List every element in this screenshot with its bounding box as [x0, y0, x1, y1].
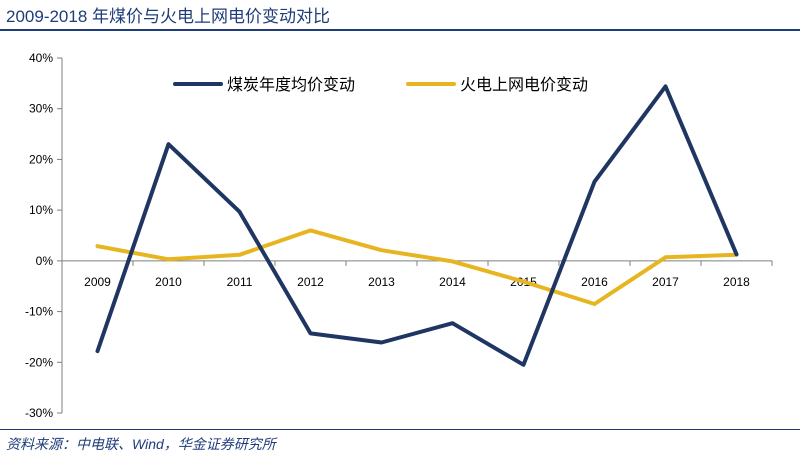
legend-label-2: 火电上网电价变动	[460, 76, 588, 94]
y-axis: 40% 30% 20% 10% 0% -10% -20% -30%	[25, 51, 63, 420]
y-tick-label: 20%	[29, 152, 53, 166]
x-tick-label: 2017	[652, 275, 679, 289]
legend-label-1: 煤炭年度均价变动	[227, 76, 355, 94]
y-tick-label: 10%	[29, 203, 53, 217]
y-tick-label: -10%	[25, 305, 53, 319]
title-divider	[0, 29, 800, 31]
x-tick-label: 2014	[439, 275, 466, 289]
x-tick-label: 2012	[297, 275, 324, 289]
y-tick-label: 0%	[36, 254, 54, 268]
x-tick-label: 2009	[84, 275, 111, 289]
x-tick-label: 2018	[723, 275, 750, 289]
x-axis: 2009 2010 2011 2012 2013 2014 2015 2016 2017 2018	[61, 260, 773, 289]
x-tick-label: 2013	[368, 275, 395, 289]
source-note: 资料来源：中电联、Wind，华金证券研究所	[6, 436, 276, 452]
x-tick-label: 2011	[227, 275, 253, 289]
source-divider	[0, 429, 800, 430]
series-line-1	[95, 84, 739, 367]
y-tick-label: -20%	[25, 355, 53, 369]
legend: 煤炭年度均价变动 火电上网电价变动	[173, 76, 588, 94]
x-tick-label: 2010	[155, 275, 182, 289]
series-lines	[95, 84, 739, 367]
y-tick-label: -30%	[25, 406, 53, 420]
x-tick-label: 2016	[581, 275, 608, 289]
y-tick-label: 30%	[29, 102, 53, 116]
chart-title: 2009-2018 年煤价与火电上网电价变动对比	[6, 7, 331, 26]
series-line-2	[95, 228, 739, 306]
y-tick-label: 40%	[29, 51, 53, 65]
